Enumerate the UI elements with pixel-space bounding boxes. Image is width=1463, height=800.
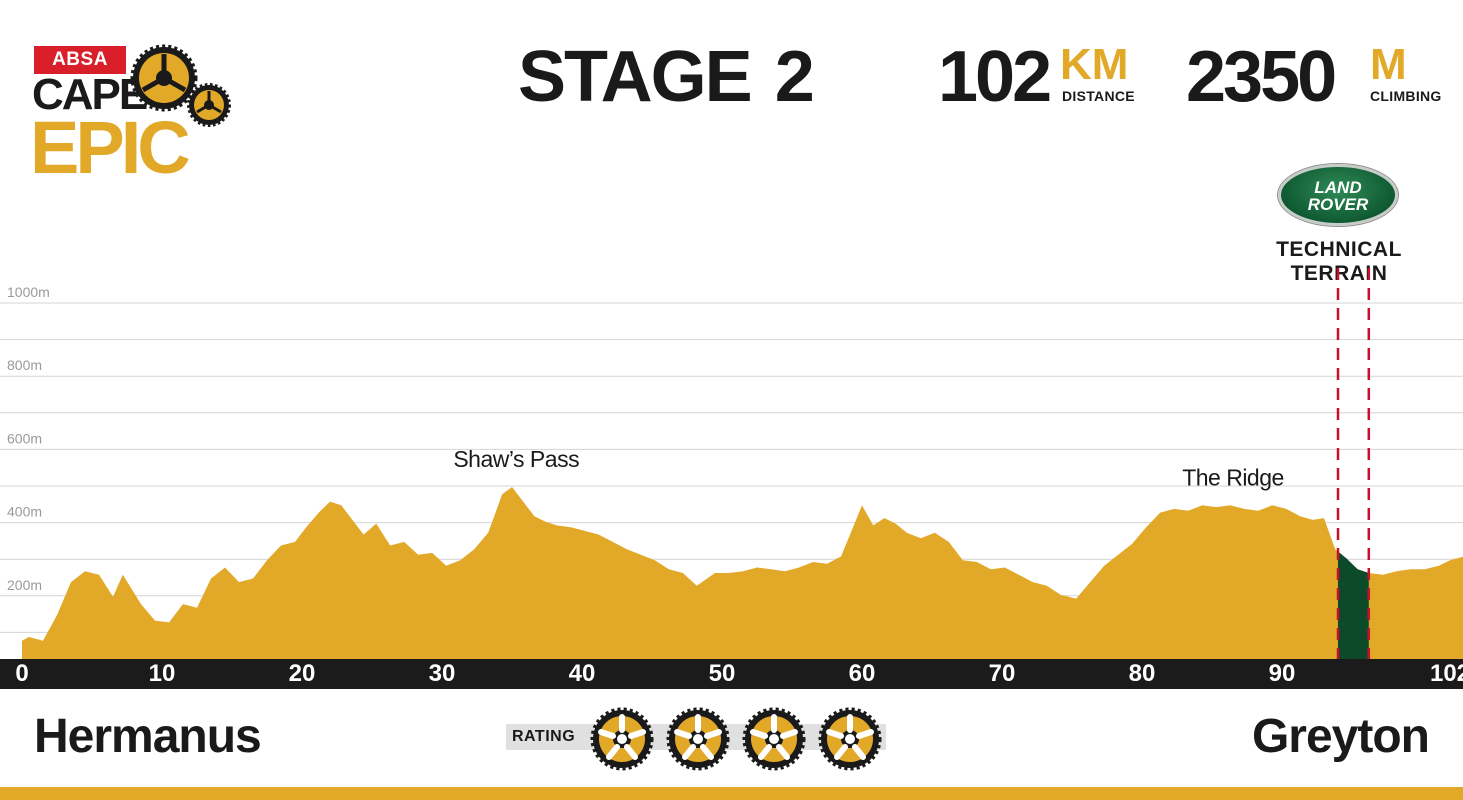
y-tick-label: 200m [7, 577, 42, 593]
elevation-profile-chart: 200m 400m 600m 800m 1000m Shaw’s Pass The Rid… [0, 268, 1463, 659]
rating-gear-icon [666, 707, 730, 771]
technical-markers [1336, 268, 1371, 659]
x-tick-label: 70 [988, 660, 1016, 687]
rating-gear-icon [590, 707, 654, 771]
logo-small-gear-icon [187, 83, 231, 127]
chart-area-layer [22, 487, 1463, 659]
cape-epic-logo: ABSA CAPE EPIC [30, 40, 245, 186]
stage-number: 2 [774, 37, 815, 117]
distance-axis: 0 10 20 30 40 50 60 70 80 90 102 [0, 659, 1463, 689]
distance-caption: DISTANCE [1062, 88, 1135, 104]
rating-gear-icon [818, 707, 882, 771]
bottom-accent-strip [0, 787, 1463, 800]
y-tick-label: 600m [7, 430, 42, 446]
y-tick-label: 800m [7, 357, 42, 373]
stage-title: STAGE 2 [518, 36, 815, 118]
climbing-unit: M [1370, 40, 1407, 89]
peak-label: Shaw’s Pass [453, 446, 579, 472]
distance-stat: 102 KM DISTANCE [938, 36, 1148, 118]
distance-unit: KM [1060, 40, 1129, 89]
elevation-area [22, 487, 1463, 659]
logo-cape-text: CAPE [32, 70, 148, 119]
x-tick-label: 80 [1128, 660, 1156, 687]
logo-epic-text: EPIC [30, 106, 191, 189]
climbing-caption: CLIMBING [1370, 88, 1442, 104]
logo-large-gear-icon [130, 44, 198, 112]
rating-label: RATING [512, 728, 576, 745]
x-tick-label: 20 [288, 660, 316, 687]
peak-label: The Ridge [1182, 464, 1284, 490]
x-tick-label: 60 [848, 660, 876, 687]
climbing-stat: 2350 M CLIMBING [1186, 36, 1451, 118]
technical-caption-line1: TECHNICAL [1276, 238, 1402, 261]
climbing-value: 2350 [1186, 37, 1337, 117]
land-rover-line2: ROVER [1307, 195, 1369, 214]
x-tick-label: 102 [1429, 660, 1463, 687]
x-tick-label: 40 [568, 660, 596, 687]
x-tick-label: 0 [15, 660, 29, 687]
chart-labels: Shaw’s Pass The Ridge [453, 446, 1284, 490]
land-rover-logo: LAND ROVER [1278, 164, 1398, 226]
x-tick-label: 50 [708, 660, 736, 687]
x-tick-label: 30 [428, 660, 456, 687]
technical-terrain-caption: TECHNICAL TERRAIN [1262, 238, 1416, 286]
start-location: Hermanus [34, 710, 262, 763]
rating-gear-icon [742, 707, 806, 771]
absa-logo-badge: ABSA [34, 46, 126, 74]
stage-label: STAGE [518, 37, 753, 117]
y-tick-label: 400m [7, 504, 42, 520]
technical-terrain-area [1338, 551, 1369, 659]
y-tick-label: 1000m [7, 284, 50, 300]
x-tick-label: 90 [1268, 660, 1296, 687]
x-tick-label: 10 [148, 660, 176, 687]
finish-location: Greyton [1251, 710, 1430, 763]
distance-value: 102 [938, 37, 1052, 117]
land-rover-line1: LAND [1314, 178, 1362, 197]
